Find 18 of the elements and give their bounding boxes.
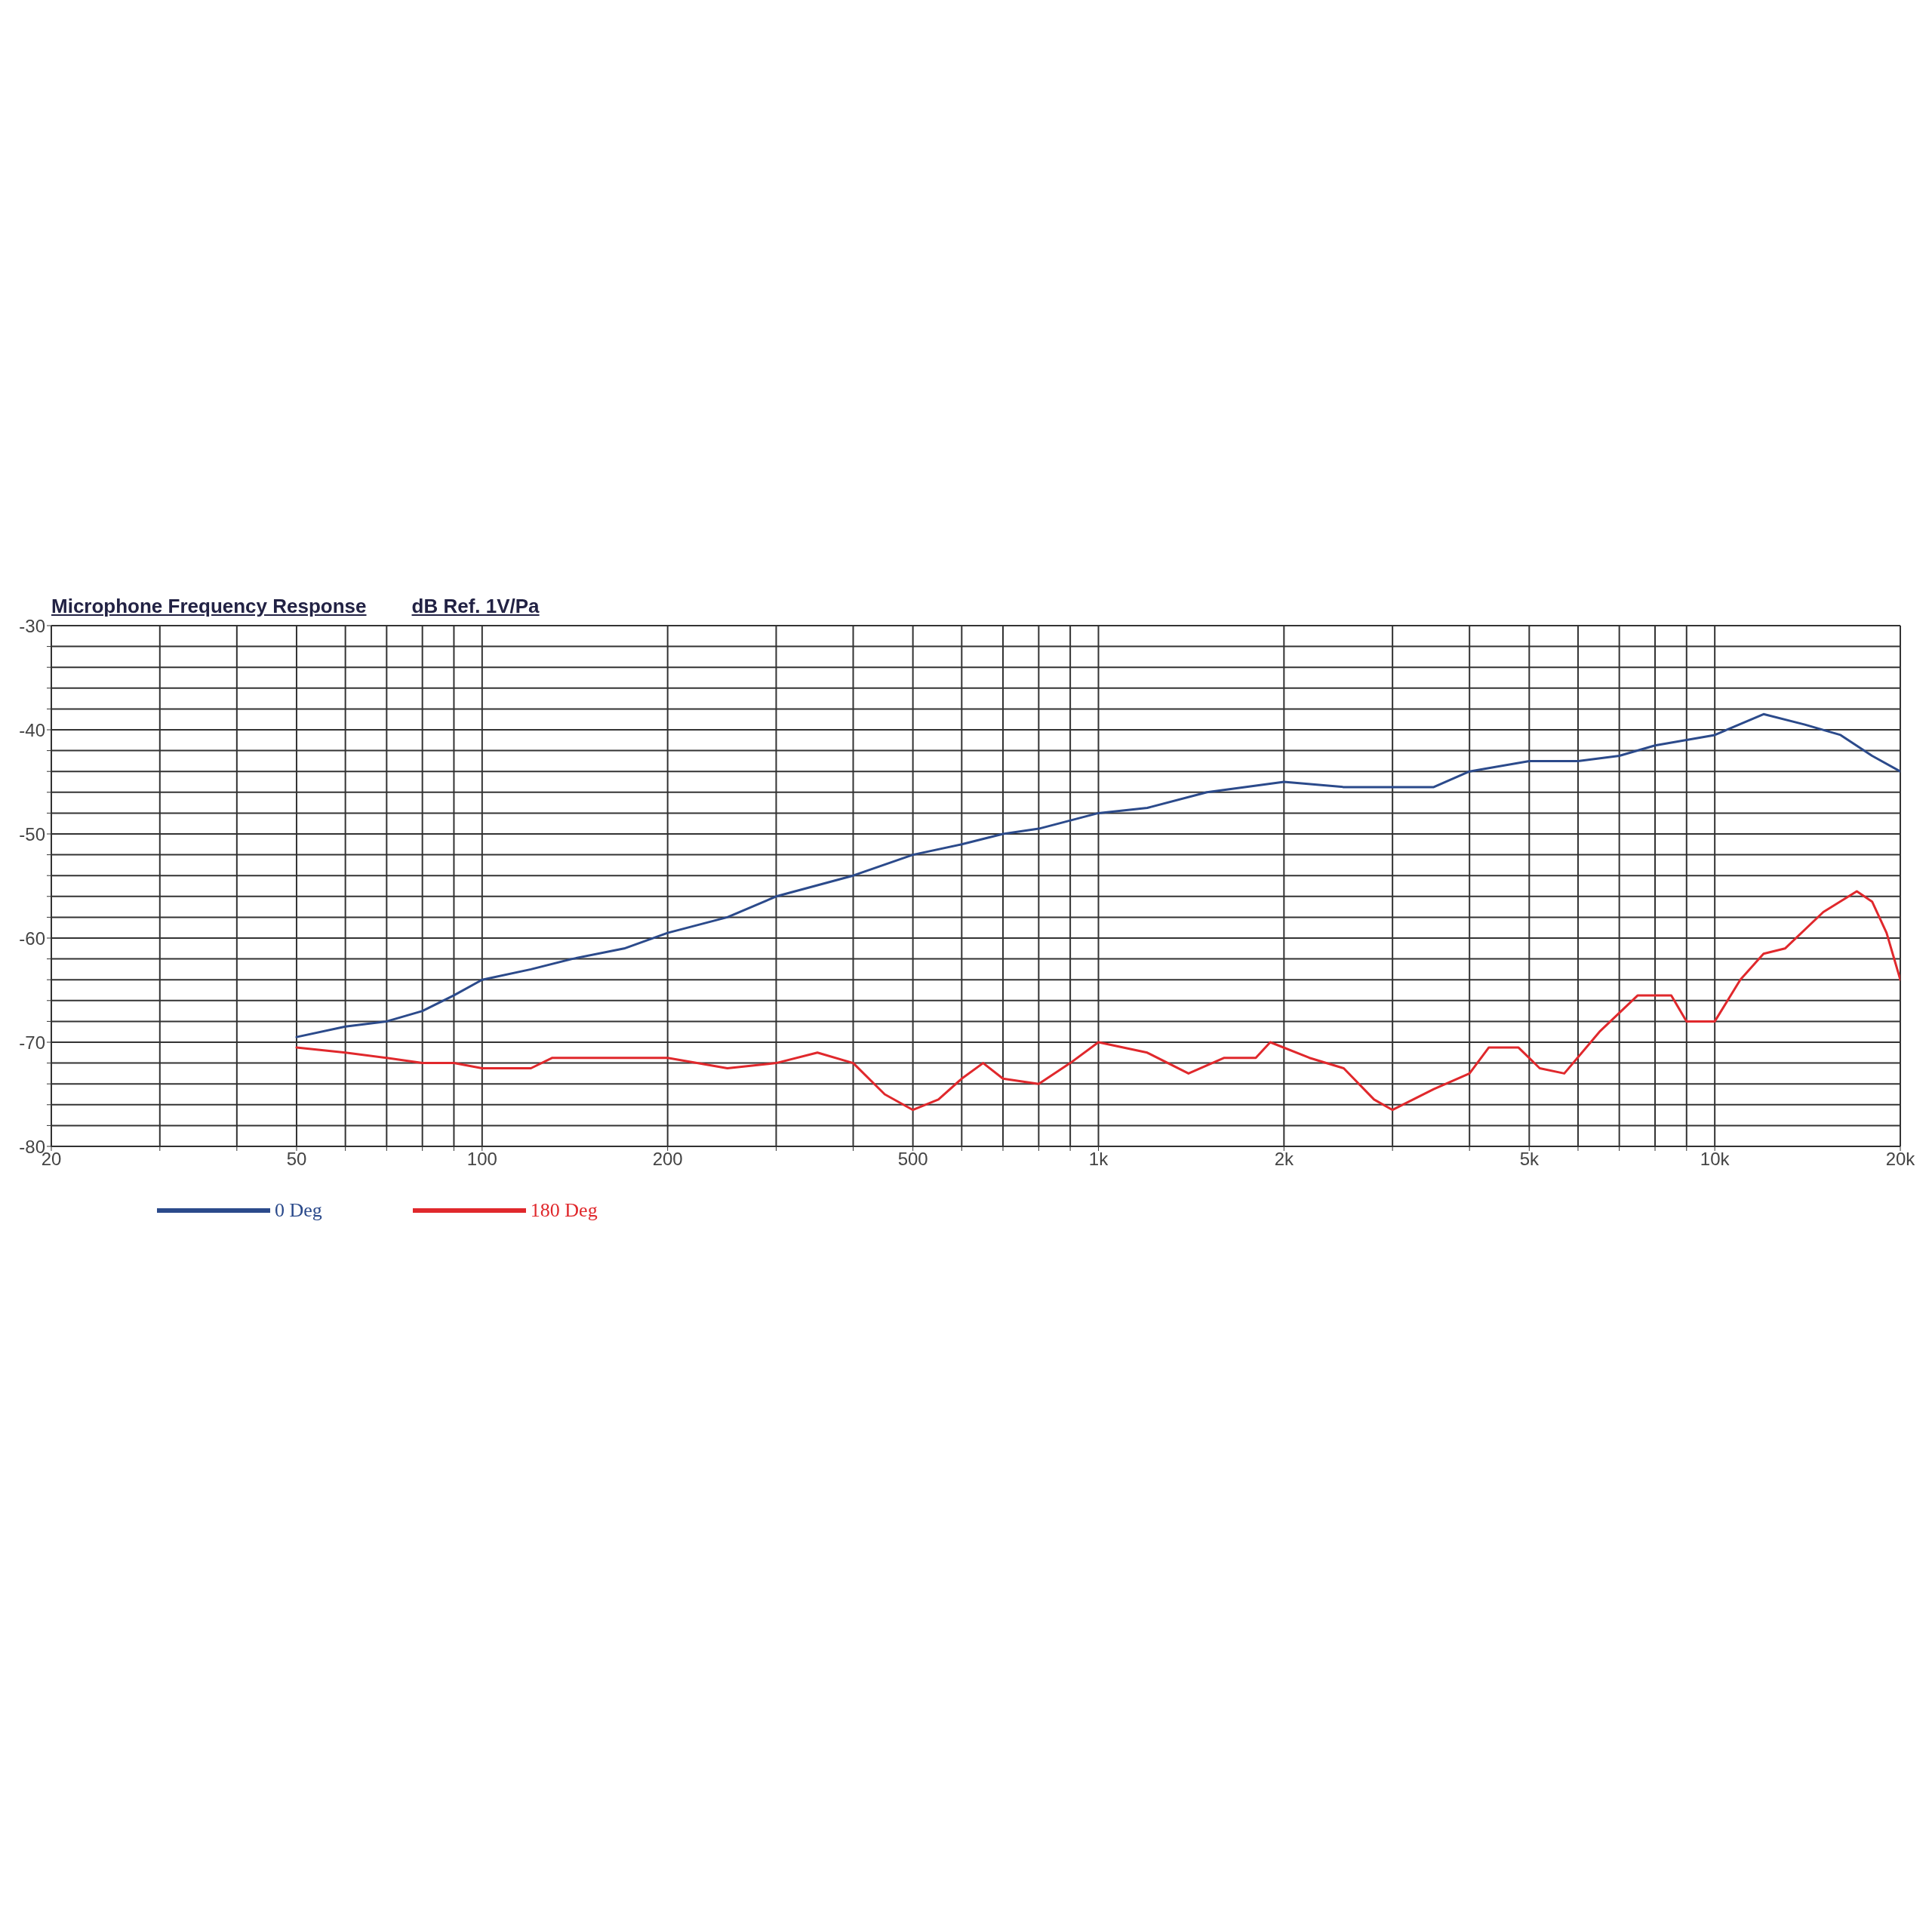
x-tick-label: 100 bbox=[466, 1149, 497, 1170]
text: 180 Deg bbox=[530, 1199, 598, 1222]
chart-title: Microphone Frequency Response bbox=[51, 595, 367, 618]
chart-subtitle: dB Ref. 1V/Pa bbox=[411, 595, 540, 618]
y-tick-label: -40 bbox=[19, 719, 45, 740]
x-tick-label: 10k bbox=[1700, 1149, 1730, 1170]
x-tick-label: 50 bbox=[286, 1149, 307, 1170]
x-tick-label: 1k bbox=[1088, 1149, 1109, 1170]
x-tick-label: 20k bbox=[1885, 1149, 1916, 1170]
y-tick-label: -60 bbox=[19, 928, 45, 949]
x-tick-label: 500 bbox=[897, 1149, 928, 1170]
x-tick-label: 200 bbox=[652, 1149, 683, 1170]
y-tick-label: -30 bbox=[19, 615, 45, 636]
x-tick-label: 2k bbox=[1274, 1149, 1294, 1170]
x-tick-label: 5k bbox=[1519, 1149, 1540, 1170]
text: 0 Deg bbox=[275, 1199, 322, 1222]
y-tick-label: -70 bbox=[19, 1032, 45, 1053]
y-tick-label: -50 bbox=[19, 823, 45, 844]
